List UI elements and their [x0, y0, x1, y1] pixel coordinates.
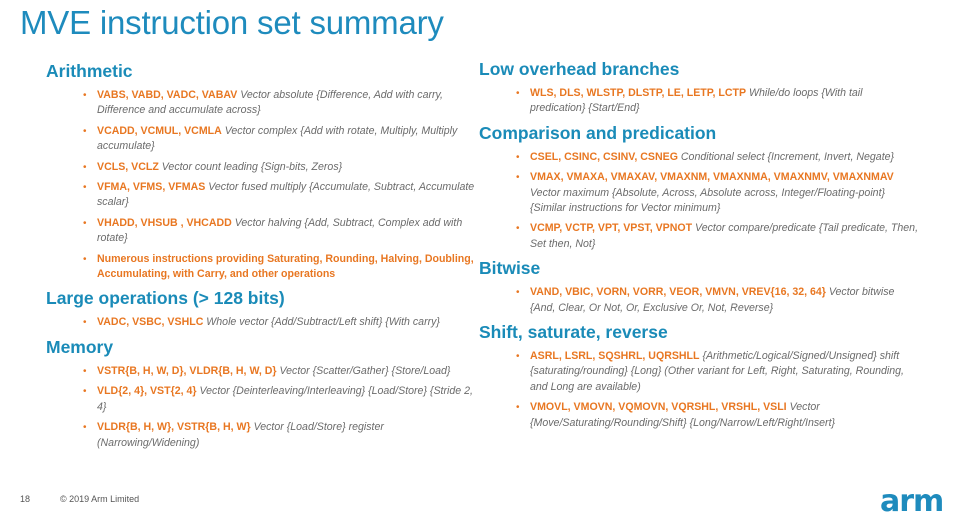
- bullet-list: ASRL, LSRL, SQSHRL, UQRSHLL {Arithmetic/…: [479, 349, 919, 431]
- list-item: VHADD, VHSUB , VHCADD Vector halving {Ad…: [46, 216, 476, 247]
- right-column: Low overhead branches WLS, DLS, WLSTP, D…: [479, 58, 919, 439]
- section-heading: Memory: [46, 336, 476, 358]
- arm-logo: arm: [880, 484, 943, 519]
- list-item: VMAX, VMAXA, VMAXAV, VMAXNM, VMAXNMA, VM…: [479, 170, 919, 216]
- instruction-description: Vector maximum {Absolute, Across, Absolu…: [530, 187, 885, 214]
- instruction-names: VMAX, VMAXA, VMAXAV, VMAXNM, VMAXNMA, VM…: [530, 171, 894, 183]
- instruction-names: VLDR{B, H, W}, VSTR{B, H, W}: [97, 421, 251, 433]
- list-item: VCLS, VCLZ Vector count leading {Sign-bi…: [46, 160, 476, 175]
- list-item: VFMA, VFMS, VFMAS Vector fused multiply …: [46, 180, 476, 211]
- list-item: CSEL, CSINC, CSINV, CSNEG Conditional se…: [479, 150, 919, 165]
- section-heading: Comparison and predication: [479, 122, 919, 144]
- instruction-names: VADC, VSBC, VSHLC: [97, 316, 203, 328]
- bullet-list: VADC, VSBC, VSHLC Whole vector {Add/Subt…: [46, 315, 476, 330]
- bullet-list: CSEL, CSINC, CSINV, CSNEG Conditional se…: [479, 150, 919, 252]
- page-number: 18: [20, 494, 30, 504]
- section-heading: Bitwise: [479, 257, 919, 279]
- list-item: VMOVL, VMOVN, VQMOVN, VQRSHL, VRSHL, VSL…: [479, 400, 919, 431]
- copyright-text: © 2019 Arm Limited: [60, 494, 139, 504]
- instruction-names: VFMA, VFMS, VFMAS: [97, 181, 205, 193]
- instruction-description: Whole vector {Add/Subtract/Left shift} {…: [203, 316, 440, 328]
- list-item: ASRL, LSRL, SQSHRL, UQRSHLL {Arithmetic/…: [479, 349, 919, 395]
- instruction-names: VMOVL, VMOVN, VQMOVN, VQRSHL, VRSHL, VSL…: [530, 401, 787, 413]
- section-arithmetic: Arithmetic VABS, VABD, VADC, VABAV Vecto…: [46, 60, 476, 282]
- bullet-list: WLS, DLS, WLSTP, DLSTP, LE, LETP, LCTP W…: [479, 86, 919, 117]
- section-heading: Large operations (> 128 bits): [46, 287, 476, 309]
- bullet-list: VSTR{B, H, W, D}, VLDR{B, H, W, D} Vecto…: [46, 364, 476, 451]
- list-item: VCADD, VCMUL, VCMLA Vector complex {Add …: [46, 124, 476, 155]
- list-item: VAND, VBIC, VORN, VORR, VEOR, VMVN, VREV…: [479, 285, 919, 316]
- instruction-names: WLS, DLS, WLSTP, DLSTP, LE, LETP, LCTP: [530, 87, 746, 99]
- section-low-overhead-branches: Low overhead branches WLS, DLS, WLSTP, D…: [479, 58, 919, 117]
- instruction-names: VAND, VBIC, VORN, VORR, VEOR, VMVN, VREV…: [530, 286, 826, 298]
- list-item: VLD{2, 4}, VST{2, 4} Vector {Deinterleav…: [46, 384, 476, 415]
- instruction-names: VHADD, VHSUB , VHCADD: [97, 217, 232, 229]
- section-heading: Arithmetic: [46, 60, 476, 82]
- instruction-names: Numerous instructions providing Saturati…: [97, 253, 474, 280]
- section-comparison-predication: Comparison and predication CSEL, CSINC, …: [479, 122, 919, 252]
- left-column: Arithmetic VABS, VABD, VADC, VABAV Vecto…: [46, 60, 476, 459]
- section-heading: Low overhead branches: [479, 58, 919, 80]
- instruction-names: VCLS, VCLZ: [97, 161, 159, 173]
- bullet-list: VABS, VABD, VADC, VABAV Vector absolute …: [46, 88, 476, 282]
- instruction-names: VSTR{B, H, W, D}, VLDR{B, H, W, D}: [97, 365, 277, 377]
- section-heading: Shift, saturate, reverse: [479, 321, 919, 343]
- slide-title: MVE instruction set summary: [20, 4, 444, 42]
- list-item: VSTR{B, H, W, D}, VLDR{B, H, W, D} Vecto…: [46, 364, 476, 379]
- instruction-description: Vector count leading {Sign-bits, Zeros}: [159, 161, 342, 173]
- list-item: VCMP, VCTP, VPT, VPST, VPNOT Vector comp…: [479, 221, 919, 252]
- instruction-names: VLD{2, 4}, VST{2, 4}: [97, 385, 197, 397]
- list-item: VLDR{B, H, W}, VSTR{B, H, W} Vector {Loa…: [46, 420, 476, 451]
- list-item: VADC, VSBC, VSHLC Whole vector {Add/Subt…: [46, 315, 476, 330]
- instruction-description: Vector {Scatter/Gather} {Store/Load}: [277, 365, 451, 377]
- list-item: WLS, DLS, WLSTP, DLSTP, LE, LETP, LCTP W…: [479, 86, 919, 117]
- section-large-operations: Large operations (> 128 bits) VADC, VSBC…: [46, 287, 476, 330]
- list-item: Numerous instructions providing Saturati…: [46, 252, 476, 283]
- list-item: VABS, VABD, VADC, VABAV Vector absolute …: [46, 88, 476, 119]
- instruction-names: VCMP, VCTP, VPT, VPST, VPNOT: [530, 222, 692, 234]
- instruction-names: VCADD, VCMUL, VCMLA: [97, 125, 222, 137]
- instruction-names: ASRL, LSRL, SQSHRL, UQRSHLL: [530, 350, 700, 362]
- instruction-description: Conditional select {Increment, Invert, N…: [678, 151, 894, 163]
- bullet-list: VAND, VBIC, VORN, VORR, VEOR, VMVN, VREV…: [479, 285, 919, 316]
- section-memory: Memory VSTR{B, H, W, D}, VLDR{B, H, W, D…: [46, 336, 476, 451]
- instruction-names: CSEL, CSINC, CSINV, CSNEG: [530, 151, 678, 163]
- instruction-names: VABS, VABD, VADC, VABAV: [97, 89, 237, 101]
- section-shift-saturate-reverse: Shift, saturate, reverse ASRL, LSRL, SQS…: [479, 321, 919, 431]
- section-bitwise: Bitwise VAND, VBIC, VORN, VORR, VEOR, VM…: [479, 257, 919, 316]
